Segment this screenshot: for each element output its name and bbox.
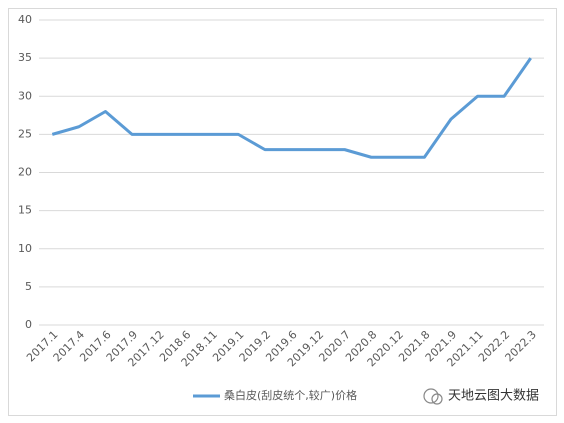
y-tick-label: 5	[25, 280, 32, 293]
series-line	[51, 57, 532, 159]
y-tick-label: 30	[18, 89, 32, 102]
watermark-icon	[423, 388, 443, 405]
y-tick-label: 20	[18, 166, 32, 179]
y-tick-label: 10	[18, 242, 32, 255]
y-tick-label: 35	[18, 51, 32, 64]
y-tick-label: 15	[18, 204, 32, 217]
y-tick-label: 0	[25, 318, 32, 331]
y-tick-label: 40	[18, 13, 32, 26]
chart-frame	[8, 8, 557, 416]
legend-label: 桑白皮(刮皮统个,较广)价格	[224, 388, 357, 402]
y-tick-label: 25	[18, 127, 32, 140]
watermark: 天地云图大数据	[448, 389, 539, 404]
